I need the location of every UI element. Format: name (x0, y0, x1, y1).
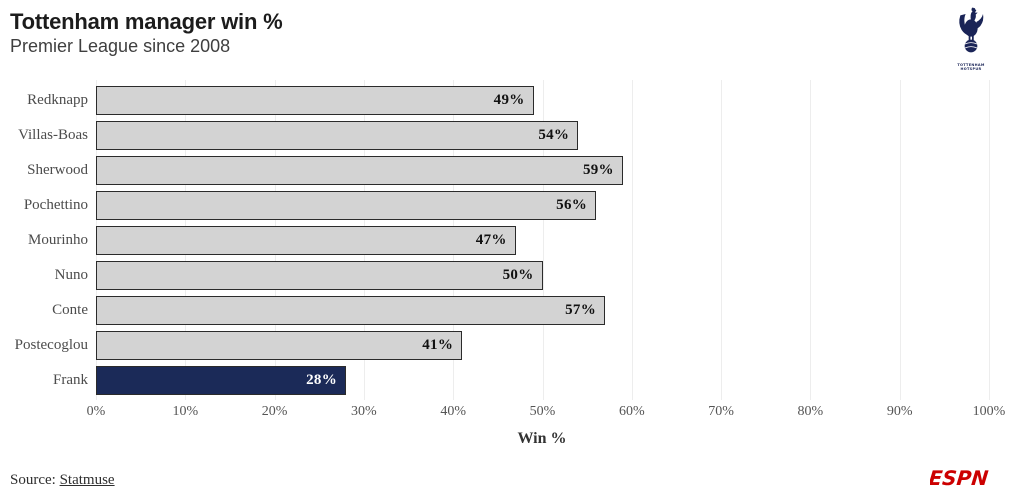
espn-logo: ESPN (927, 466, 994, 490)
gridline (721, 80, 723, 400)
cockerel-on-ball-icon (959, 7, 984, 53)
bar-redknapp: 49% (96, 86, 534, 115)
bar-villas-boas: 54% (96, 121, 579, 150)
x-tick-label: 30% (351, 404, 377, 419)
bar-row: 28% (96, 366, 989, 395)
bar-row: 56% (96, 191, 989, 220)
category-label-nuno: Nuno (54, 267, 88, 283)
bar-value-label: 49% (493, 92, 525, 108)
page-subtitle: Premier League since 2008 (10, 36, 231, 56)
source-prefix: Source: (10, 472, 60, 488)
page-title: Tottenham manager win % (10, 9, 283, 34)
espn-wordmark: ESPN (930, 466, 990, 490)
gridline (989, 80, 990, 400)
source-note: Source: Statmuse (10, 472, 115, 489)
source-link[interactable]: Statmuse (59, 472, 115, 488)
gridline (542, 80, 544, 400)
bar-row: 54% (96, 121, 989, 150)
bar-conte: 57% (96, 296, 605, 325)
bar-row: 41% (96, 331, 989, 360)
x-tick-label: 90% (886, 404, 913, 419)
bar-nuno: 50% (96, 261, 543, 290)
bar-value-label: 50% (502, 267, 534, 283)
x-tick-label: 70% (708, 404, 734, 419)
bar-postecoglou: 41% (96, 331, 463, 360)
x-tick-label: 0% (86, 404, 106, 419)
x-tick-label: 80% (797, 404, 824, 419)
bar-row: 57% (96, 296, 989, 325)
category-label-pochettino: Pochettino (23, 197, 88, 213)
gridline (899, 80, 901, 400)
x-tick-label: 60% (618, 404, 645, 419)
bar-frank: 28% (96, 366, 347, 395)
x-tick-label: 40% (440, 404, 467, 419)
x-tick-label: 100% (972, 404, 1006, 419)
gridline (810, 80, 812, 400)
x-tick-label: 50% (529, 404, 556, 419)
bar-value-label: 41% (422, 337, 454, 353)
x-axis-label: Win % (517, 430, 567, 447)
category-label-conte: Conte (52, 302, 88, 318)
gridline (631, 80, 633, 400)
bar-value-label: 47% (475, 232, 507, 248)
bar-value-label: 57% (565, 302, 596, 318)
category-label-redknapp: Redknapp (27, 92, 88, 108)
bar-mourinho: 47% (96, 226, 516, 255)
bar-value-label: 28% (306, 372, 338, 388)
bar-chart: 49% 54% 59% 56% 47% 50% 57% 41% 28% (96, 80, 990, 400)
category-label-mourinho: Mourinho (28, 232, 88, 248)
category-label-sherwood: Sherwood (27, 162, 88, 178)
x-tick-label: 20% (261, 404, 288, 419)
tottenham-crest-icon: TOTTENHAM HOTSPUR (951, 6, 991, 71)
x-axis-ticks: 0% 10% 20% 30% 40% 50% 60% 70% 80% 90% 100% (87, 404, 1006, 422)
bar-value-label: 59% (582, 162, 614, 178)
category-label-villas-boas: Villas-Boas (18, 127, 88, 143)
bar-row: 47% (96, 226, 989, 255)
crest-wordmark: TOTTENHAM HOTSPUR (957, 63, 985, 71)
bar-row: 49% (96, 86, 989, 115)
category-label-postecoglou: Postecoglou (14, 337, 88, 353)
bar-value-label: 54% (538, 127, 570, 143)
category-label-frank: Frank (53, 372, 88, 388)
bar-pochettino: 56% (96, 191, 597, 220)
bar-row: 50% (96, 261, 989, 290)
bar-value-label: 56% (556, 197, 588, 213)
bar-sherwood: 59% (96, 156, 623, 185)
x-tick-label: 10% (172, 404, 199, 419)
bar-row: 59% (96, 156, 989, 185)
